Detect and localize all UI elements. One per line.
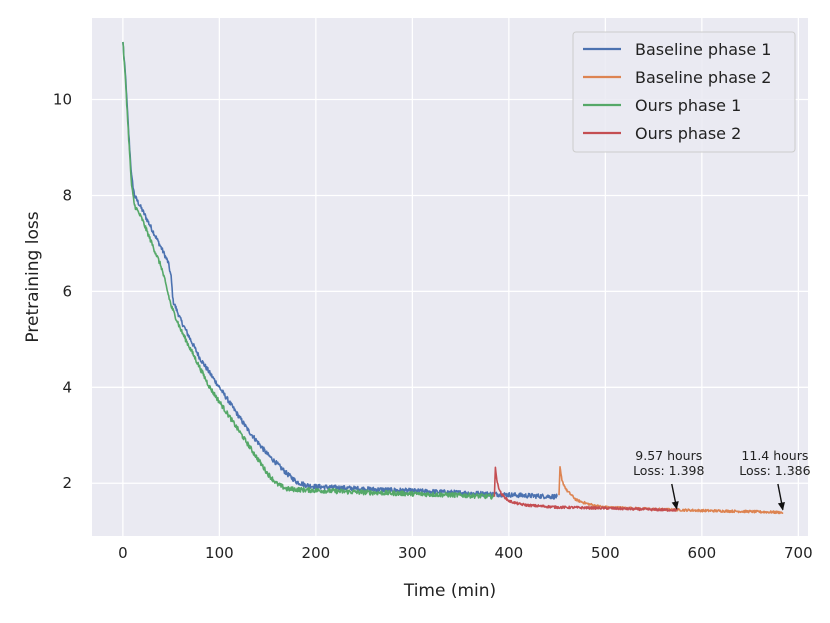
legend: Baseline phase 1 Baseline phase 2 Ours pha…	[572, 31, 796, 153]
legend-label: Ours phase 2	[635, 124, 741, 143]
annotation-time-label: 11.4 hours	[741, 448, 808, 463]
x-axis-label: Time (min)	[403, 581, 496, 601]
y-tick-label: 10	[53, 91, 72, 109]
annotation-loss-label: Loss: 1.386	[739, 463, 810, 478]
x-tick-label: 400	[495, 544, 524, 562]
series-line-3	[122, 41, 495, 500]
legend-label: Baseline phase 2	[635, 68, 771, 87]
series-lines	[122, 41, 784, 515]
annotation-time-label: 9.57 hours	[635, 448, 702, 463]
y-tick-label: 4	[62, 378, 72, 396]
legend-label: Baseline phase 1	[635, 40, 771, 59]
annotation-arrow-head	[671, 501, 679, 510]
legend-label: Ours phase 1	[635, 96, 741, 115]
x-tick-labels: 0 100 200 300 400 500 600 700	[118, 544, 813, 562]
x-tick-label: 700	[784, 544, 813, 562]
x-tick-label: 600	[688, 544, 717, 562]
x-tick-label: 100	[205, 544, 234, 562]
series-line-4	[493, 466, 679, 512]
y-tick-label: 6	[62, 282, 72, 300]
annotation-loss-label: Loss: 1.398	[633, 463, 704, 478]
x-tick-label: 300	[398, 544, 427, 562]
y-axis-label: Pretraining loss	[23, 211, 43, 342]
x-tick-label: 500	[591, 544, 620, 562]
x-tick-label: 200	[302, 544, 331, 562]
legend-box	[572, 31, 796, 153]
x-tick-label: 0	[118, 544, 128, 562]
grid	[92, 18, 808, 536]
y-tick-label: 8	[62, 186, 72, 204]
y-tick-label: 2	[62, 474, 72, 492]
y-tick-labels: 2 4 6 8 10	[53, 91, 72, 493]
annotation-arrow-head	[777, 502, 785, 511]
